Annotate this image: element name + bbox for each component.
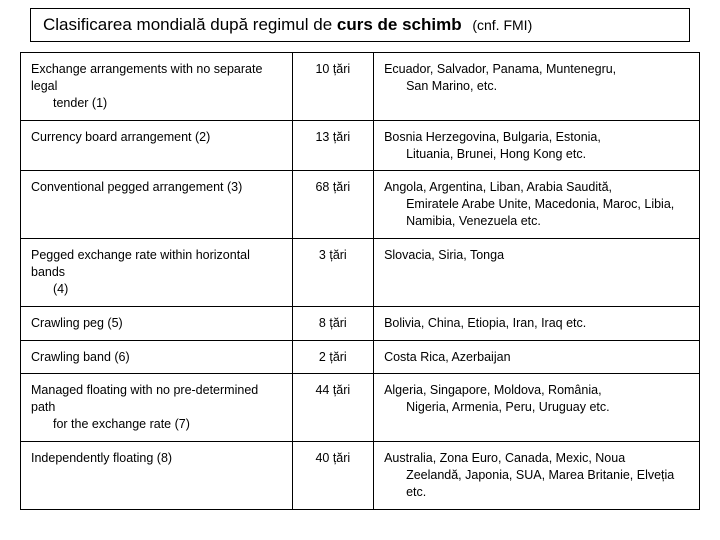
- arrangement-cell: Exchange arrangements with no separate l…: [21, 53, 293, 121]
- arrangement-cell: Independently floating (8): [21, 442, 293, 510]
- country-count-cell: 10 țări: [292, 53, 373, 121]
- arrangement-label-cont: (4): [31, 281, 282, 298]
- page-title: Clasificarea mondială după regimul de cu…: [30, 8, 690, 42]
- examples-text: Bosnia Herzegovina, Bulgaria, Estonia,: [384, 130, 601, 144]
- table-row: Currency board arrangement (2)13 țăriBos…: [21, 120, 700, 171]
- examples-cell: Bosnia Herzegovina, Bulgaria, Estonia, Li…: [374, 120, 700, 171]
- examples-text-cont: Nigeria, Armenia, Peru, Uruguay etc.: [384, 399, 689, 416]
- arrangement-cell: Pegged exchange rate within horizontal b…: [21, 239, 293, 307]
- country-count-cell: 3 țări: [292, 239, 373, 307]
- examples-text-cont: San Marino, etc.: [384, 78, 689, 95]
- table-row: Exchange arrangements with no separate l…: [21, 53, 700, 121]
- country-count-cell: 44 țări: [292, 374, 373, 442]
- examples-cell: Ecuador, Salvador, Panama, Muntenegru, Sa…: [374, 53, 700, 121]
- examples-text-cont: Emiratele Arabe Unite, Macedonia, Maroc,…: [384, 196, 689, 230]
- arrangement-cell: Crawling peg (5): [21, 306, 293, 340]
- table-row: Independently floating (8) 40 țări Austral…: [21, 442, 700, 510]
- examples-text: Slovacia, Siria, Tonga: [384, 248, 504, 262]
- country-count-cell: 8 țări: [292, 306, 373, 340]
- arrangement-label-cont: for the exchange rate (7): [31, 416, 282, 433]
- arrangement-label: Independently floating (8): [31, 451, 172, 465]
- arrangement-label-cont: tender (1): [31, 95, 282, 112]
- country-count-cell: 2 țări: [292, 340, 373, 374]
- examples-text: Ecuador, Salvador, Panama, Muntenegru,: [384, 62, 616, 76]
- country-count-cell: 13 țări: [292, 120, 373, 171]
- table-row: Managed floating with no pre-determined …: [21, 374, 700, 442]
- arrangement-label: Crawling band (6): [31, 350, 130, 364]
- examples-text: Australia, Zona Euro, Canada, Mexic, Nou…: [384, 451, 625, 465]
- examples-text-cont: Lituania, Brunei, Hong Kong etc.: [384, 146, 689, 163]
- examples-text-cont: Zeelandă, Japonia, SUA, Marea Britanie, …: [384, 467, 689, 501]
- examples-cell: Costa Rica, Azerbaijan: [374, 340, 700, 374]
- country-count-cell: 68 țări: [292, 171, 373, 239]
- title-main: Clasificarea mondială după regimul de: [43, 15, 337, 34]
- examples-text: Costa Rica, Azerbaijan: [384, 350, 510, 364]
- arrangement-cell: Currency board arrangement (2): [21, 120, 293, 171]
- title-note: (cnf. FMI): [472, 17, 532, 33]
- table-row: Conventional pegged arrangement (3) 68 ță…: [21, 171, 700, 239]
- arrangement-cell: Managed floating with no pre-determined …: [21, 374, 293, 442]
- table-row: Crawling band (6) 2 țări Costa Rica, Azerb…: [21, 340, 700, 374]
- arrangement-label: Pegged exchange rate within horizontal b…: [31, 248, 250, 279]
- examples-cell: Angola, Argentina, Liban, Arabia Saudită…: [374, 171, 700, 239]
- table-row: Pegged exchange rate within horizontal b…: [21, 239, 700, 307]
- arrangement-label: Conventional pegged arrangement (3): [31, 180, 242, 194]
- arrangement-label: Managed floating with no pre-determined …: [31, 383, 258, 414]
- arrangement-cell: Conventional pegged arrangement (3): [21, 171, 293, 239]
- examples-text: Bolivia, China, Etiopia, Iran, Iraq etc.: [384, 316, 586, 330]
- examples-text: Angola, Argentina, Liban, Arabia Saudită…: [384, 180, 612, 194]
- examples-cell: Bolivia, China, Etiopia, Iran, Iraq etc.: [374, 306, 700, 340]
- country-count-cell: 40 țări: [292, 442, 373, 510]
- examples-text: Algeria, Singapore, Moldova, România,: [384, 383, 601, 397]
- examples-cell: Australia, Zona Euro, Canada, Mexic, Nou…: [374, 442, 700, 510]
- classification-table: Exchange arrangements with no separate l…: [20, 52, 700, 510]
- arrangement-label: Crawling peg (5): [31, 316, 123, 330]
- examples-cell: Algeria, Singapore, Moldova, România, Nig…: [374, 374, 700, 442]
- examples-cell: Slovacia, Siria, Tonga: [374, 239, 700, 307]
- arrangement-label: Exchange arrangements with no separate l…: [31, 62, 262, 93]
- arrangement-label: Currency board arrangement (2): [31, 130, 210, 144]
- arrangement-cell: Crawling band (6): [21, 340, 293, 374]
- title-bold: curs de schimb: [337, 15, 462, 34]
- table-row: Crawling peg (5) 8 țări Bolivia, China, Et…: [21, 306, 700, 340]
